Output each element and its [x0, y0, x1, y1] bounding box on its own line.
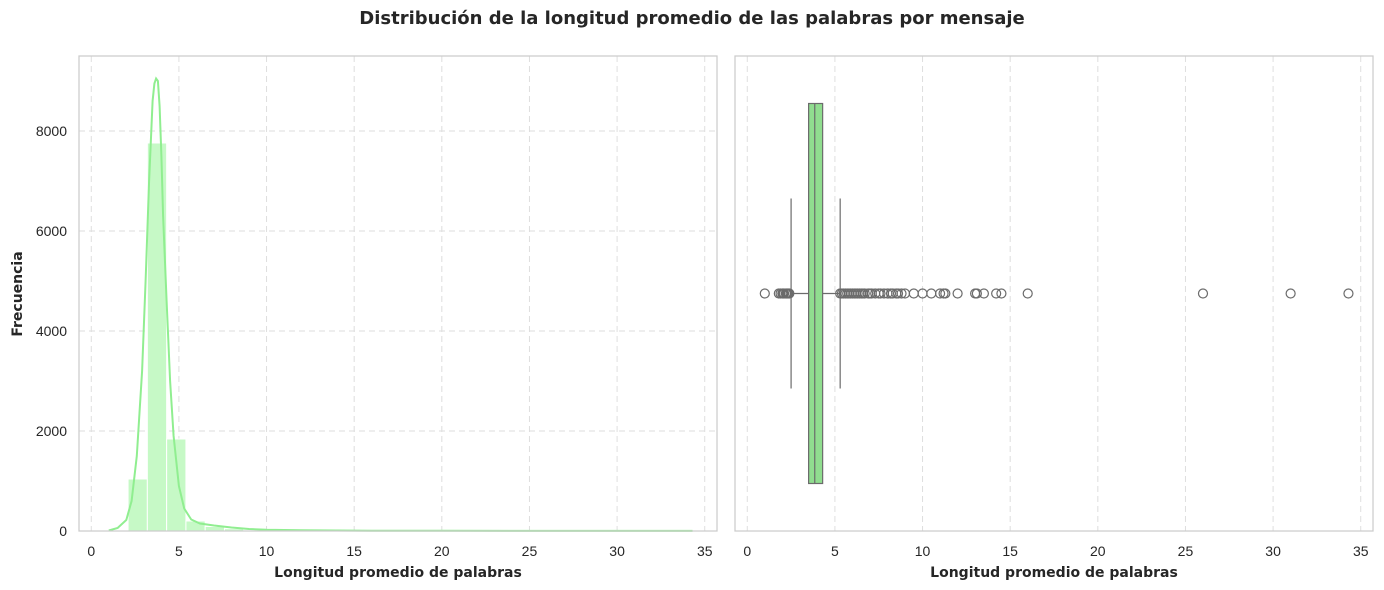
histogram-x-ticks: 0 5 10 15 20 25 30 35	[87, 543, 712, 559]
histogram-y-axis-label: Frecuencia	[10, 251, 26, 336]
boxplot-outliers	[759, 288, 1354, 299]
boxplot-outlier-point	[996, 288, 1007, 299]
boxplot-outlier-point	[940, 288, 951, 299]
boxplot-outlier-point	[926, 288, 937, 299]
histogram-y-tick-label: 2000	[36, 423, 67, 439]
boxplot-x-tick-label: 35	[1353, 543, 1369, 559]
histogram-y-tick-label: 8000	[36, 123, 67, 139]
histogram-y-ticks: 0 2000 4000 6000 8000	[36, 123, 67, 539]
boxplot-x-tick-label: 5	[831, 543, 839, 559]
boxplot-panel: 0 5 10 15 20 25 30 35 Longitud promedio de pala…	[734, 55, 1374, 581]
boxplot-grid	[746, 56, 1362, 531]
histogram-x-axis-label: Longitud promedio de palabras	[274, 565, 522, 581]
boxplot-outlier-point	[1022, 288, 1033, 299]
boxplot-outlier-point	[1285, 288, 1296, 299]
boxplot-outlier-point	[978, 288, 989, 299]
boxplot-x-tick-label: 0	[743, 543, 751, 559]
histogram-x-tick-label: 5	[175, 543, 183, 559]
histogram-x-tick-label: 0	[87, 543, 95, 559]
boxplot-outlier-point	[934, 288, 946, 299]
boxplot-outlier-point	[1197, 288, 1209, 299]
boxplot-outlier-point	[896, 288, 907, 299]
histogram-x-tick-label: 20	[434, 543, 450, 559]
figure-title: Distribución de la longitud promedio de …	[359, 8, 1025, 29]
boxplot-x-ticks: 0 5 10 15 20 25 30 35	[743, 543, 1368, 559]
boxplot-x-tick-label: 15	[1002, 543, 1018, 559]
boxplot-outlier-point	[759, 288, 770, 299]
boxplot-x-axis-label: Longitud promedio de palabras	[930, 565, 1178, 581]
boxplot-outlier-point	[971, 288, 982, 299]
boxplot-outlier-point	[991, 288, 1002, 299]
boxplot-outlier-point	[1343, 288, 1354, 299]
histogram-x-tick-label: 10	[259, 543, 275, 559]
boxplot-frame	[734, 55, 1374, 532]
histogram-x-tick-label: 35	[697, 543, 713, 559]
boxplot-outlier-point	[892, 288, 904, 299]
boxplot-outlier-point	[875, 288, 886, 299]
boxplot-outlier-point	[952, 288, 963, 299]
histogram-y-tick-label: 0	[59, 523, 67, 539]
histogram-x-tick-label: 25	[522, 543, 538, 559]
boxplot-x-tick-label: 25	[1178, 543, 1194, 559]
histogram-panel: 0 5 10 15 20 25 30 35 0 2000 4000 6000 8000 Longitu…	[10, 55, 718, 581]
boxplot-outlier-point	[908, 288, 919, 299]
histogram-y-tick-label: 4000	[36, 323, 67, 339]
boxplot-x-tick-label: 10	[915, 543, 931, 559]
boxplot	[790, 102, 841, 485]
boxplot-box	[808, 102, 824, 485]
kde-line	[108, 76, 693, 532]
histogram-x-tick-label: 15	[346, 543, 362, 559]
boxplot-outlier-point	[859, 288, 870, 299]
histogram-bar	[146, 142, 168, 532]
histogram-x-tick-label: 30	[609, 543, 625, 559]
boxplot-x-tick-label: 20	[1090, 543, 1106, 559]
histogram-y-tick-label: 6000	[36, 223, 67, 239]
histogram-frame	[78, 55, 718, 532]
boxplot-x-tick-label: 30	[1265, 543, 1281, 559]
boxplot-outlier-point	[784, 288, 795, 299]
